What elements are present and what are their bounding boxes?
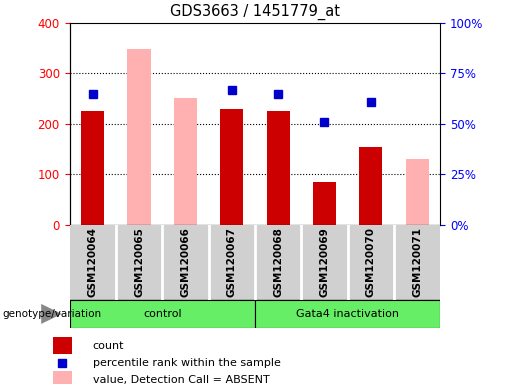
Text: GSM120064: GSM120064 — [88, 227, 98, 297]
Text: Gata4 inactivation: Gata4 inactivation — [296, 309, 399, 319]
Text: GSM120067: GSM120067 — [227, 227, 237, 297]
Text: GSM120070: GSM120070 — [366, 227, 376, 297]
Text: genotype/variation: genotype/variation — [3, 309, 101, 319]
Text: GSM120065: GSM120065 — [134, 227, 144, 297]
Bar — [53, 337, 72, 354]
Text: value, Detection Call = ABSENT: value, Detection Call = ABSENT — [93, 375, 269, 384]
Bar — [128, 49, 150, 225]
Title: GDS3663 / 1451779_at: GDS3663 / 1451779_at — [170, 4, 340, 20]
Bar — [174, 98, 197, 225]
Bar — [81, 111, 104, 225]
Bar — [70, 300, 255, 328]
Bar — [359, 147, 382, 225]
Bar — [267, 111, 289, 225]
Text: GSM120066: GSM120066 — [180, 227, 191, 297]
Polygon shape — [41, 304, 62, 324]
Bar — [313, 182, 336, 225]
Text: GSM120068: GSM120068 — [273, 227, 283, 297]
Bar — [405, 159, 428, 225]
Text: control: control — [143, 309, 181, 319]
Text: GSM120071: GSM120071 — [412, 227, 422, 297]
Text: GSM120069: GSM120069 — [319, 227, 330, 297]
Text: percentile rank within the sample: percentile rank within the sample — [93, 358, 281, 368]
Bar — [220, 109, 243, 225]
Bar — [53, 371, 72, 384]
Bar — [255, 300, 440, 328]
Text: count: count — [93, 341, 124, 351]
